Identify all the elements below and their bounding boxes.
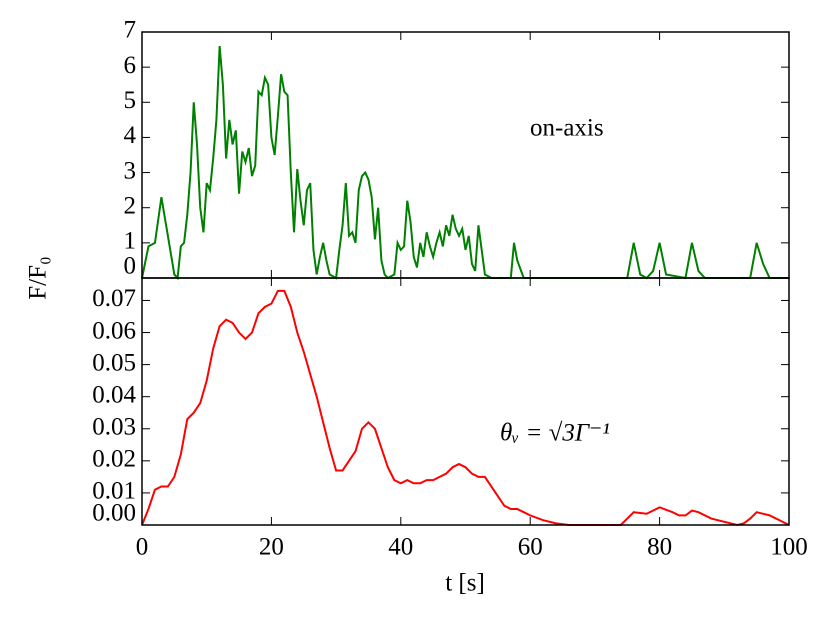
x-tick-label: 60 — [518, 534, 543, 561]
y-tick-label: 0.05 — [92, 349, 136, 376]
annotation: on-axis — [530, 115, 604, 142]
y-tick-label: 2 — [124, 192, 137, 219]
y-axis-label: F/F₀ — [25, 256, 52, 299]
x-tick-label: 80 — [647, 534, 672, 561]
x-tick-label: 100 — [770, 534, 808, 561]
y-tick-label: 4 — [124, 122, 137, 149]
y-tick-label: 0.00 — [92, 500, 136, 527]
y-tick-label: 0.06 — [92, 317, 136, 344]
x-tick-label: 0 — [136, 534, 149, 561]
x-axis-label: t [s] — [445, 570, 485, 597]
annotation: θᵥ = √3Γ⁻¹ — [500, 420, 610, 447]
y-tick-label: 6 — [124, 52, 137, 79]
y-tick-label: 0.03 — [92, 414, 136, 441]
y-tick-label: 1 — [124, 228, 137, 255]
data-line — [141, 289, 790, 527]
plot-frame — [141, 277, 790, 526]
y-tick-label: 0.02 — [92, 446, 136, 473]
x-tick-label: 20 — [259, 534, 284, 561]
y-tick-label: 0.01 — [92, 478, 136, 505]
y-tick-label: 0 — [124, 253, 137, 280]
x-tick-label: 40 — [388, 534, 413, 561]
y-tick-label: 0.04 — [92, 381, 136, 408]
y-tick-label: 3 — [124, 157, 137, 184]
y-tick-label: 0.07 — [92, 285, 136, 312]
data-line — [141, 45, 789, 281]
y-tick-label: 5 — [124, 87, 137, 114]
y-tick-label: 7 — [124, 17, 137, 44]
plot-frame — [141, 31, 790, 279]
